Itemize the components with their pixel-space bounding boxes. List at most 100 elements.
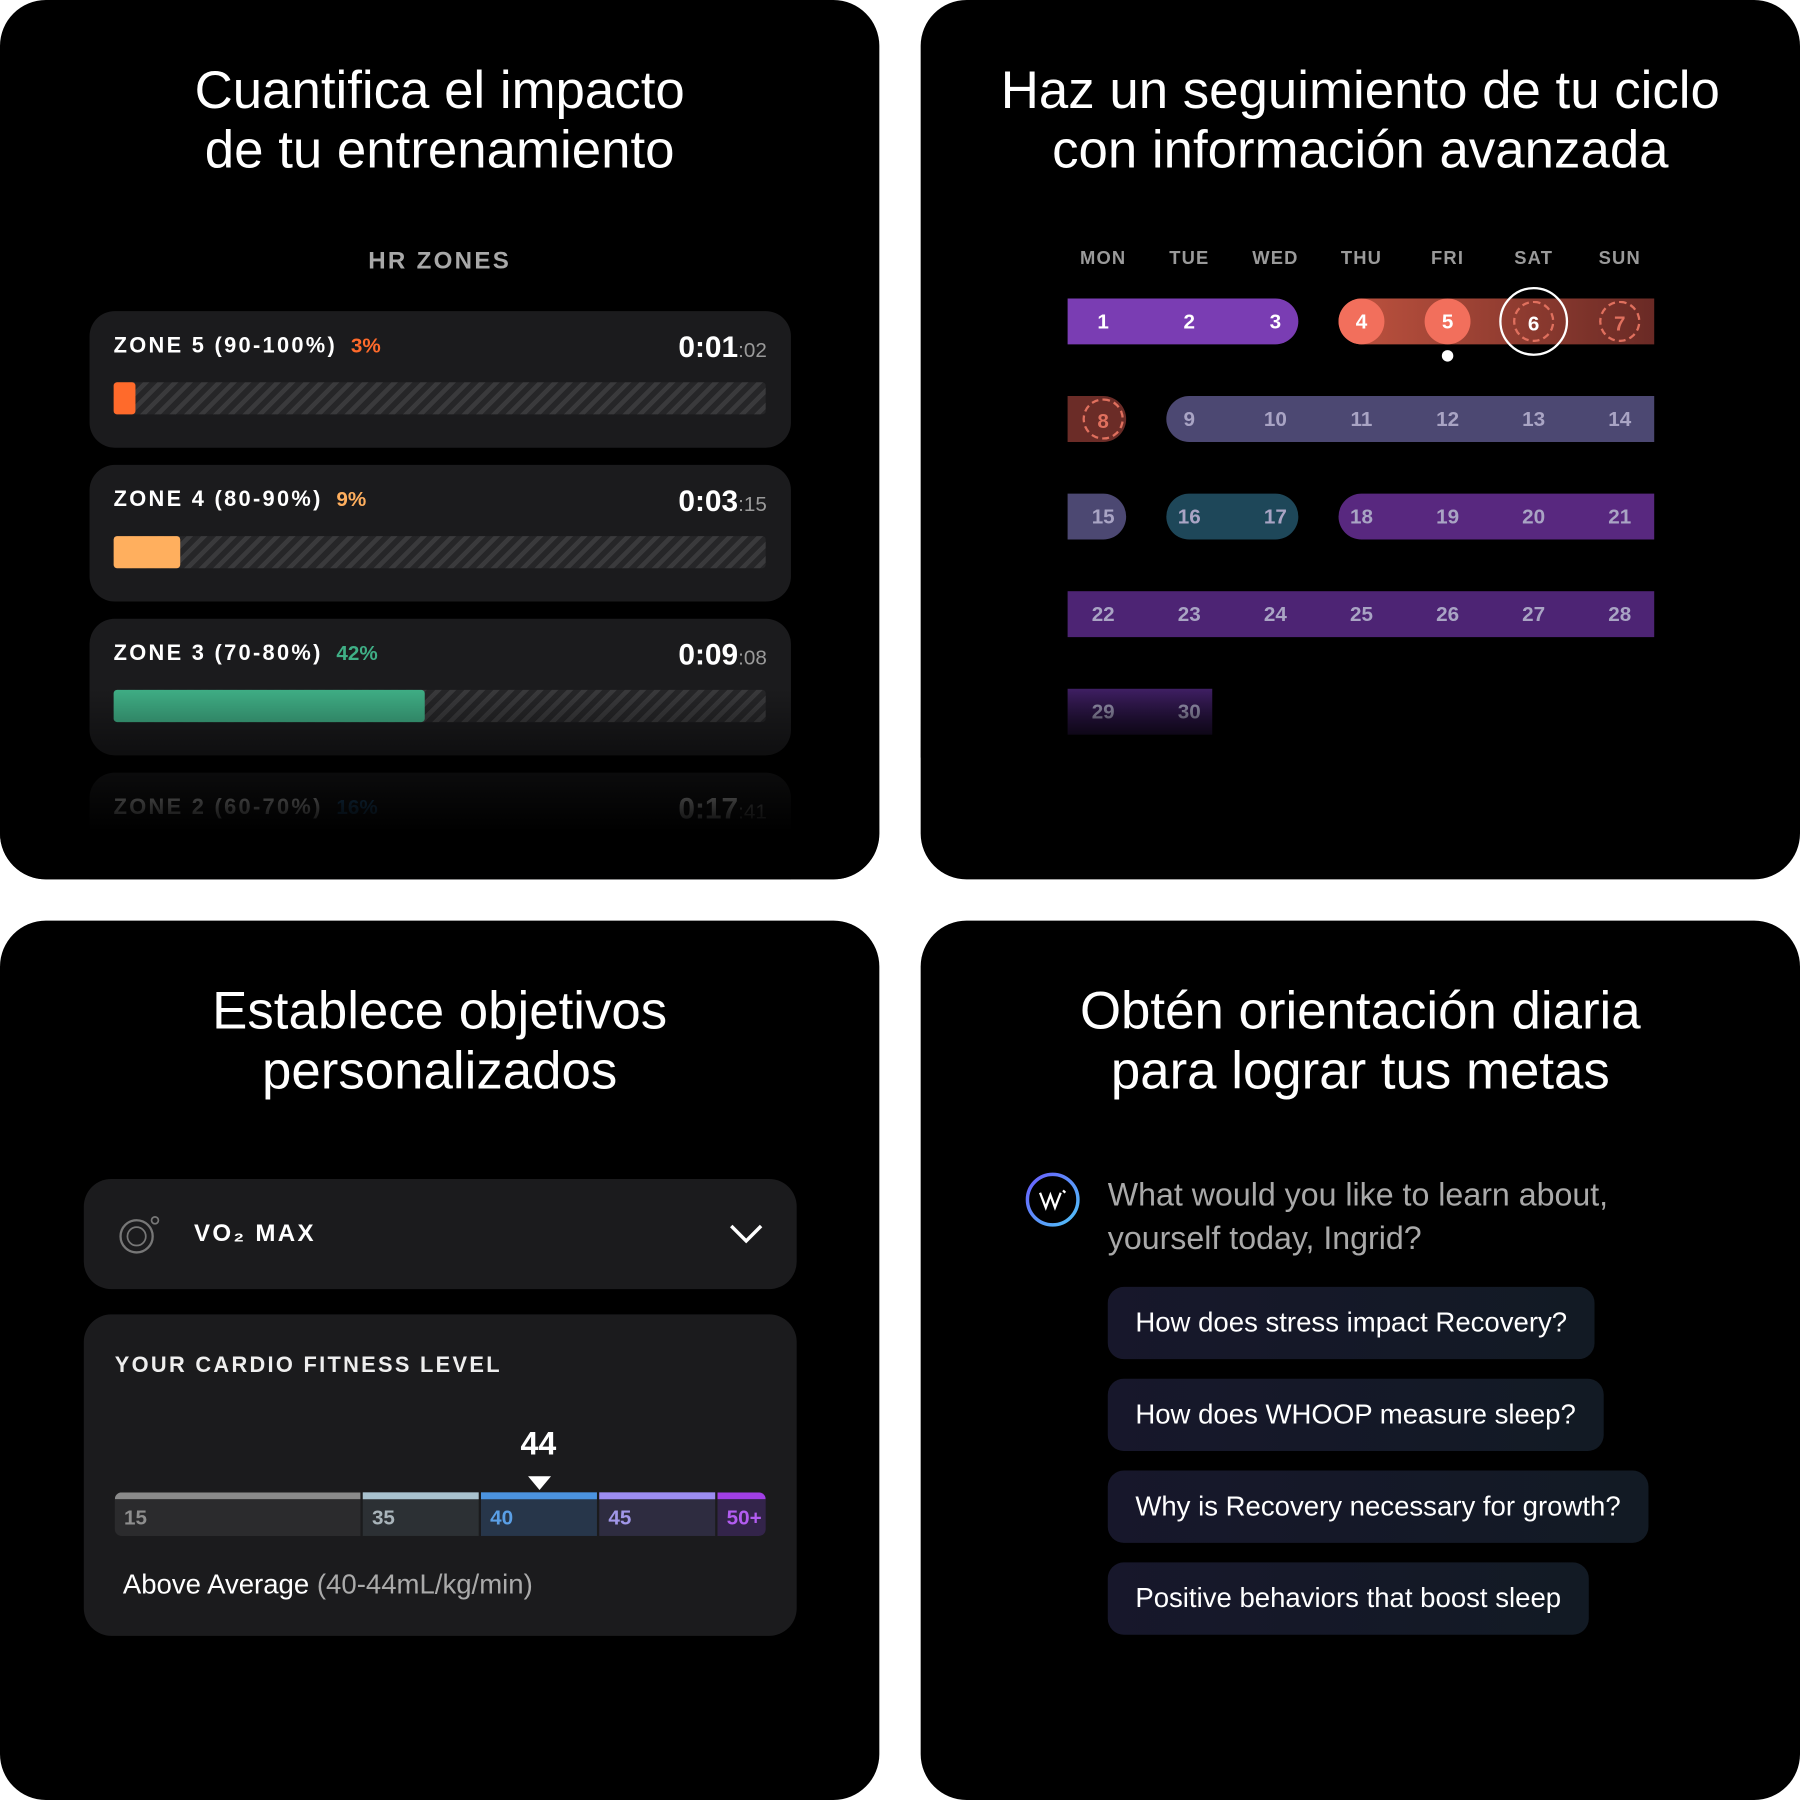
seconds: :15 bbox=[738, 492, 767, 516]
day[interactable]: 4 bbox=[1338, 298, 1385, 345]
day[interactable]: 20 bbox=[1522, 505, 1546, 529]
zone-name: ZONE 5 (90-100%) bbox=[113, 334, 338, 359]
zone-label: ZONE 3 (70-80%) 42% bbox=[114, 642, 378, 667]
weekday: THU bbox=[1340, 249, 1383, 269]
day[interactable]: 1 bbox=[1097, 309, 1109, 333]
today-ring bbox=[1499, 286, 1569, 356]
zone-time: 0:09:08 bbox=[678, 637, 766, 673]
day[interactable]: 27 bbox=[1522, 602, 1546, 626]
day[interactable]: 24 bbox=[1263, 602, 1287, 626]
title: con información avanzada bbox=[1052, 119, 1669, 180]
heading: YOUR CARDIO FITNESS LEVEL bbox=[114, 1353, 502, 1378]
day[interactable]: 8 bbox=[1082, 398, 1124, 440]
scale-label: 40 bbox=[490, 1506, 514, 1530]
training-panel: Cuantifica el impacto de tu entrenamient… bbox=[0, 0, 880, 880]
weekday: MON bbox=[1080, 249, 1127, 269]
zone-card: ZONE 4 (80-90%) 9% 0:03:15 bbox=[89, 464, 791, 602]
marker bbox=[528, 1476, 552, 1491]
zone-label: ZONE 5 (90-100%) 3% bbox=[114, 334, 381, 359]
title: Cuantifica el impacto bbox=[194, 59, 685, 120]
day[interactable]: 11 bbox=[1350, 407, 1373, 431]
zone-time: 0:03:15 bbox=[678, 483, 766, 519]
day[interactable]: 12 bbox=[1436, 407, 1460, 431]
time: 0:01 bbox=[678, 329, 739, 364]
day[interactable]: 14 bbox=[1608, 407, 1632, 431]
day[interactable]: 15 bbox=[1091, 505, 1115, 529]
zone-percent: 9% bbox=[336, 487, 367, 511]
zone-time: 0:01:02 bbox=[678, 329, 766, 365]
title: para lograr tus metas bbox=[1110, 1040, 1610, 1100]
fade bbox=[920, 688, 1800, 758]
o2-icon bbox=[119, 1215, 160, 1254]
cycle-band bbox=[1067, 298, 1299, 345]
day[interactable]: 2 bbox=[1183, 309, 1196, 333]
scale-label: 15 bbox=[123, 1506, 147, 1530]
day[interactable]: 21 bbox=[1608, 505, 1632, 529]
day[interactable]: 22 bbox=[1091, 602, 1115, 626]
question-line: yourself today, Ingrid? bbox=[1107, 1220, 1422, 1256]
day[interactable]: 17 bbox=[1263, 505, 1287, 529]
seconds: :08 bbox=[738, 646, 767, 670]
scale-segment: 15 bbox=[114, 1492, 361, 1536]
cycle-band bbox=[1067, 493, 1127, 540]
fade bbox=[0, 688, 880, 880]
day[interactable]: 18 bbox=[1349, 505, 1373, 529]
day[interactable]: 25 bbox=[1349, 602, 1373, 626]
zone-track bbox=[113, 536, 766, 569]
title: de tu entrenamiento bbox=[204, 119, 675, 180]
zone-percent: 3% bbox=[350, 334, 381, 358]
today-dot bbox=[1441, 350, 1454, 362]
zone-name: ZONE 4 (80-90%) bbox=[113, 487, 323, 512]
heading: HR ZONES bbox=[368, 247, 512, 275]
zone-percent: 42% bbox=[336, 641, 378, 665]
day[interactable]: 28 bbox=[1608, 602, 1632, 626]
title: personalizados bbox=[262, 1040, 618, 1100]
weekday: SAT bbox=[1514, 249, 1554, 269]
zone-track bbox=[113, 382, 766, 415]
day[interactable]: 6 bbox=[1513, 300, 1555, 343]
title: Obtén orientación diaria bbox=[1079, 980, 1641, 1041]
suggestion[interactable]: How does stress impact Recovery? bbox=[1107, 1286, 1595, 1360]
chevron bbox=[730, 1224, 763, 1244]
assistant-icon bbox=[1025, 1172, 1080, 1227]
day[interactable]: 16 bbox=[1177, 505, 1201, 529]
value: 44 bbox=[520, 1425, 557, 1462]
day[interactable]: 5 bbox=[1424, 298, 1471, 345]
scale-label: 45 bbox=[608, 1506, 632, 1530]
rating-line: Above Average (40-44mL/kg/min) bbox=[123, 1569, 533, 1601]
dropdown[interactable]: VO₂ MAX bbox=[83, 1178, 797, 1290]
range: (40-44mL/kg/min) bbox=[316, 1569, 533, 1601]
weekday: TUE bbox=[1169, 249, 1210, 269]
day[interactable]: 23 bbox=[1177, 602, 1201, 626]
day[interactable]: 7 bbox=[1599, 300, 1641, 343]
scale-label: 35 bbox=[371, 1506, 395, 1530]
suggestion[interactable]: Why is Recovery necessary for growth? bbox=[1107, 1470, 1649, 1543]
scale-segment: 50+ bbox=[717, 1492, 766, 1536]
guidance-panel: Obtén orientación diaria para lograr tus… bbox=[920, 920, 1800, 1800]
weekday: FRI bbox=[1431, 249, 1465, 269]
day[interactable]: 26 bbox=[1436, 602, 1460, 626]
question: What would you like to learn about, your… bbox=[1108, 1173, 1608, 1260]
suggestion[interactable]: Positive behaviors that boost sleep bbox=[1107, 1562, 1589, 1635]
scale-segment: 35 bbox=[362, 1492, 479, 1536]
zone-name: ZONE 3 (70-80%) bbox=[113, 641, 323, 666]
zone-label: ZONE 4 (80-90%) 9% bbox=[114, 488, 367, 513]
time: 0:09 bbox=[678, 637, 739, 672]
fitness-card: YOUR CARDIO FITNESS LEVEL 44 Above Avera… bbox=[83, 1314, 797, 1636]
rating: Above Average bbox=[122, 1569, 310, 1601]
scale-segment: 45 bbox=[599, 1492, 716, 1536]
suggestion[interactable]: How does WHOOP measure sleep? bbox=[1107, 1378, 1604, 1452]
cycle-band bbox=[1067, 591, 1655, 638]
day[interactable]: 13 bbox=[1522, 407, 1546, 431]
cycle-panel: Haz un seguimiento de tu ciclo con infor… bbox=[920, 0, 1800, 880]
weekday: SUN bbox=[1598, 249, 1641, 269]
day[interactable]: 10 bbox=[1263, 407, 1287, 431]
cycle-band bbox=[1166, 396, 1655, 442]
cycle-band bbox=[1166, 493, 1299, 540]
day[interactable]: 9 bbox=[1183, 407, 1196, 431]
day[interactable]: 19 bbox=[1436, 505, 1460, 529]
scale-label: 50+ bbox=[726, 1506, 762, 1530]
seconds: :02 bbox=[738, 338, 767, 362]
day[interactable]: 3 bbox=[1269, 309, 1282, 333]
